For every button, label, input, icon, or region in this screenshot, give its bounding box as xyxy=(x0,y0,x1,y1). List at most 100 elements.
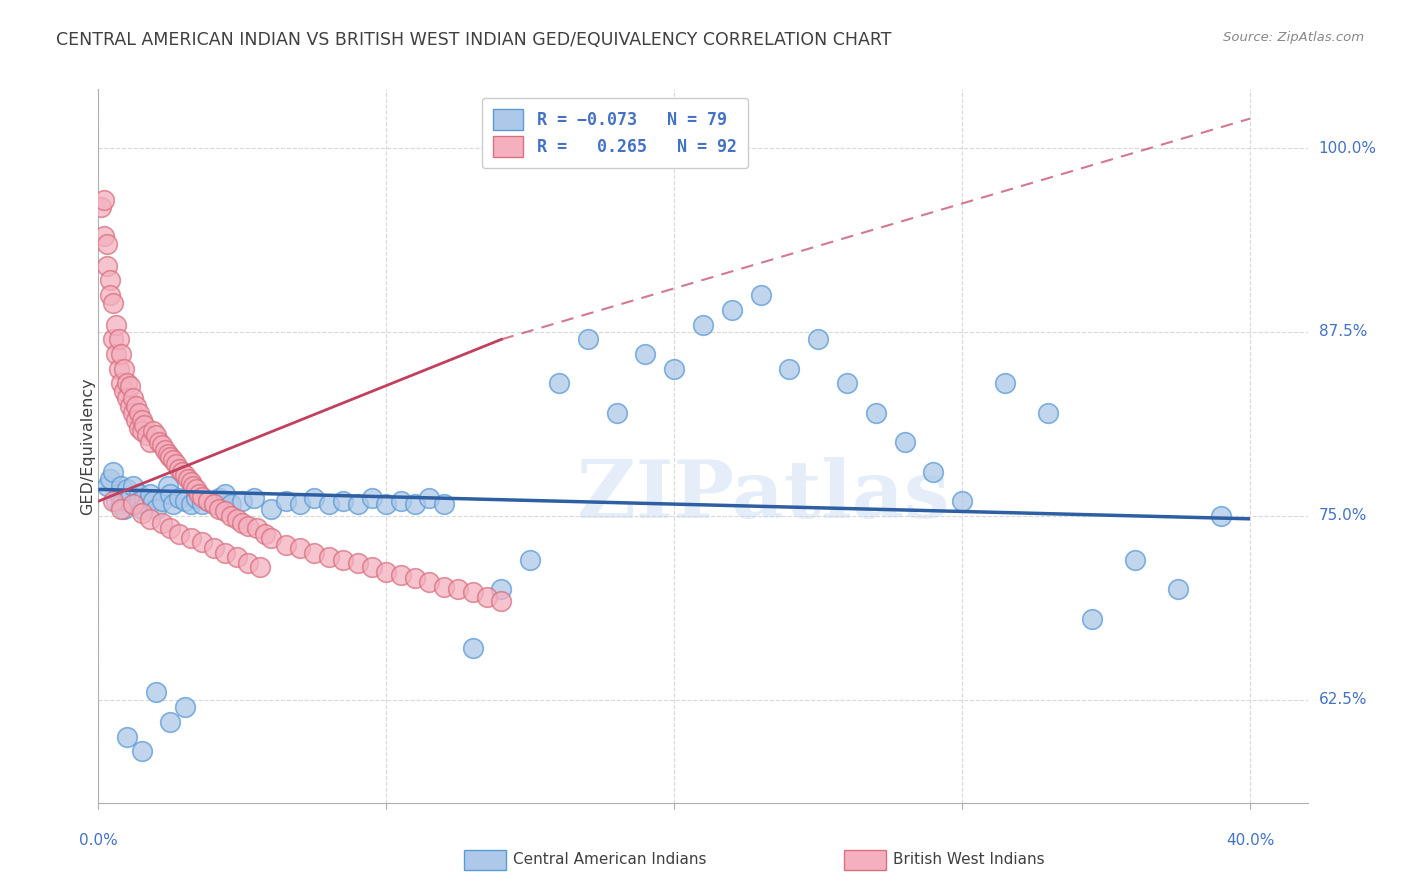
Point xyxy=(1167,582,1189,597)
Point xyxy=(142,424,165,438)
Point xyxy=(260,501,283,516)
Point xyxy=(96,479,118,493)
Point xyxy=(994,376,1017,391)
Point xyxy=(260,531,283,545)
Point xyxy=(243,491,266,506)
Point xyxy=(107,361,129,376)
Point xyxy=(404,497,426,511)
Point xyxy=(361,491,384,506)
Point xyxy=(131,506,153,520)
Point xyxy=(98,472,121,486)
Point xyxy=(112,384,135,398)
Point xyxy=(197,494,219,508)
Point xyxy=(156,447,179,461)
Point xyxy=(664,361,686,376)
Point xyxy=(606,406,628,420)
Point xyxy=(202,497,225,511)
Point xyxy=(107,332,129,346)
Point xyxy=(110,479,132,493)
Point xyxy=(214,487,236,501)
Text: 62.5%: 62.5% xyxy=(1319,692,1367,707)
Point xyxy=(180,475,202,489)
Point xyxy=(131,744,153,758)
Point xyxy=(274,538,297,552)
Point xyxy=(375,565,398,579)
Point xyxy=(159,450,181,464)
Point xyxy=(136,497,159,511)
Point xyxy=(922,465,945,479)
Point xyxy=(98,273,121,287)
Point xyxy=(576,332,599,346)
Text: Source: ZipAtlas.com: Source: ZipAtlas.com xyxy=(1223,31,1364,45)
Point xyxy=(167,526,190,541)
Point xyxy=(159,521,181,535)
Text: Central American Indians: Central American Indians xyxy=(513,853,707,867)
Point xyxy=(145,428,167,442)
Point xyxy=(404,571,426,585)
Point xyxy=(159,714,181,729)
Point xyxy=(720,302,742,317)
Point xyxy=(167,462,190,476)
Point xyxy=(254,526,277,541)
Point xyxy=(128,420,150,434)
Point xyxy=(93,193,115,207)
Point xyxy=(122,479,145,493)
Point xyxy=(148,435,170,450)
Point xyxy=(1080,612,1102,626)
Point xyxy=(219,497,242,511)
Point xyxy=(110,497,132,511)
Point xyxy=(361,560,384,574)
Point xyxy=(191,490,214,504)
Point xyxy=(519,553,541,567)
Point xyxy=(634,347,657,361)
Point xyxy=(191,535,214,549)
Point xyxy=(475,590,498,604)
Point xyxy=(249,560,271,574)
Point xyxy=(893,435,915,450)
Point xyxy=(447,582,470,597)
Point xyxy=(548,376,571,391)
Point xyxy=(950,494,973,508)
Point xyxy=(173,467,195,482)
Point xyxy=(219,508,242,523)
Point xyxy=(136,428,159,442)
Point xyxy=(202,541,225,556)
Point xyxy=(115,494,138,508)
Point xyxy=(110,376,132,391)
Point xyxy=(101,494,124,508)
Point xyxy=(183,479,205,493)
Point xyxy=(186,483,208,497)
Point xyxy=(1038,406,1060,420)
Text: 87.5%: 87.5% xyxy=(1319,325,1367,340)
Point xyxy=(165,458,187,472)
Point xyxy=(93,229,115,244)
Text: 100.0%: 100.0% xyxy=(1319,141,1376,155)
Point xyxy=(110,347,132,361)
Text: 40.0%: 40.0% xyxy=(1226,833,1274,848)
Point xyxy=(304,491,326,506)
Point xyxy=(236,556,259,570)
Point xyxy=(208,501,231,516)
Point xyxy=(170,465,193,479)
Point xyxy=(246,521,269,535)
Point xyxy=(304,546,326,560)
Point xyxy=(865,406,887,420)
Point xyxy=(491,582,513,597)
Point xyxy=(115,483,138,497)
Point xyxy=(101,465,124,479)
Point xyxy=(208,491,231,506)
Point xyxy=(139,512,162,526)
Point xyxy=(145,501,167,516)
Text: CENTRAL AMERICAN INDIAN VS BRITISH WEST INDIAN GED/EQUIVALENCY CORRELATION CHART: CENTRAL AMERICAN INDIAN VS BRITISH WEST … xyxy=(56,31,891,49)
Point xyxy=(288,497,311,511)
Point xyxy=(112,361,135,376)
Point xyxy=(491,594,513,608)
Point xyxy=(835,376,858,391)
Point xyxy=(110,501,132,516)
Point xyxy=(142,494,165,508)
Point xyxy=(197,494,219,508)
Point xyxy=(225,512,247,526)
Point xyxy=(433,497,456,511)
Point xyxy=(389,567,412,582)
Point xyxy=(332,553,354,567)
